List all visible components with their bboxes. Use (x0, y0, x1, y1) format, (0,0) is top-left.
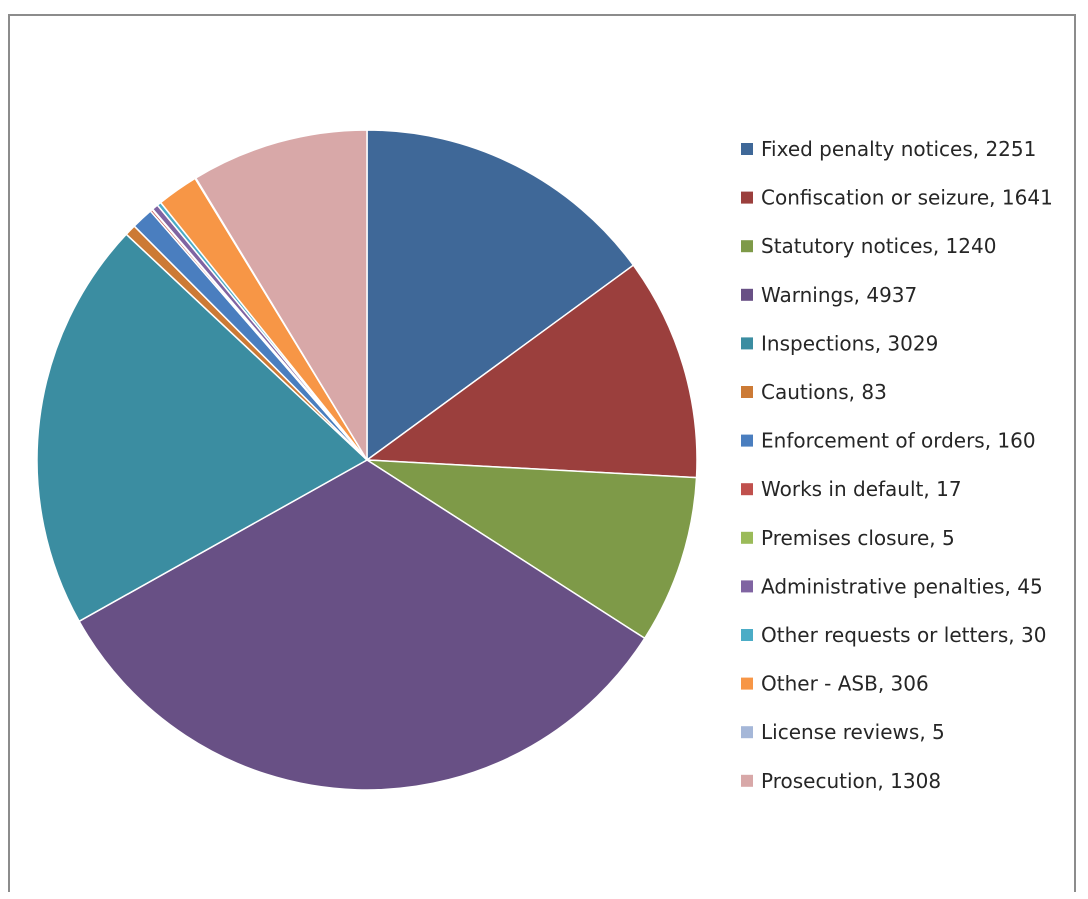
legend-label: Inspections, 3029 (761, 331, 938, 355)
legend-label: Administrative penalties, 45 (761, 574, 1043, 598)
legend-item-prosecution: Prosecution, 1308 (741, 769, 941, 793)
legend-item-enforcement-of-orders: Enforcement of orders, 160 (741, 429, 1036, 453)
legend-swatch (741, 191, 753, 204)
legend-swatch (741, 483, 753, 496)
legend-item-warnings: Warnings, 4937 (741, 283, 917, 307)
legend-item-statutory-notices: Statutory notices, 1240 (741, 234, 996, 258)
legend-swatch (741, 531, 753, 544)
pie-slice-inspections (36, 233, 368, 623)
legend-label: Other - ASB, 306 (761, 672, 929, 696)
legend-item-fixed-penalty-notices: Fixed penalty notices, 2251 (741, 137, 1036, 161)
pie-slice-confiscation-or-seizure (366, 264, 698, 479)
legend-item-license-reviews: License reviews, 5 (741, 720, 945, 744)
legend-item-administrative-penalties: Administrative penalties, 45 (741, 574, 1043, 598)
legend-label: Premises closure, 5 (761, 526, 955, 550)
legend-swatch (741, 629, 753, 641)
legend-item-confiscation-or-seizure: Confiscation or seizure, 1641 (741, 186, 1053, 210)
legend-swatch (741, 386, 753, 398)
legend-label: Fixed penalty notices, 2251 (761, 137, 1036, 161)
legend-item-cautions: Cautions, 83 (741, 380, 887, 404)
legend-label: Other requests or letters, 30 (761, 623, 1046, 647)
legend-swatch (741, 434, 753, 447)
pie-slice-statutory-notices (366, 459, 698, 640)
legend-label: Warnings, 4937 (761, 283, 917, 307)
pie-slice-fixed-penalty-notices (366, 129, 635, 461)
legend-item-premises-closure: Premises closure, 5 (741, 526, 955, 550)
legend-item-inspections: Inspections, 3029 (741, 331, 938, 355)
pie-slices (36, 129, 698, 791)
legend-swatch (741, 774, 753, 787)
legend-label: Cautions, 83 (761, 380, 887, 404)
legend-label: Enforcement of orders, 160 (761, 429, 1036, 453)
pie-slice-prosecution (194, 129, 368, 461)
legend-swatch (741, 726, 753, 739)
legend-label: Works in default, 17 (761, 477, 962, 501)
legend-swatch (741, 337, 753, 350)
legend-item-other-requests-or-letters: Other requests or letters, 30 (741, 623, 1046, 647)
legend: Fixed penalty notices, 2251 Confiscation … (741, 137, 1053, 793)
legend-swatch (741, 240, 753, 253)
legend-swatch (741, 677, 753, 690)
legend-label: Prosecution, 1308 (761, 769, 941, 793)
legend-swatch (741, 143, 753, 155)
legend-label: Confiscation or seizure, 1641 (761, 186, 1053, 210)
legend-item-other-asb: Other - ASB, 306 (741, 672, 929, 696)
legend-swatch (741, 288, 753, 301)
legend-label: Statutory notices, 1240 (761, 234, 996, 258)
legend-swatch (741, 580, 753, 593)
legend-item-works-in-default: Works in default, 17 (741, 477, 962, 501)
legend-label: License reviews, 5 (761, 720, 945, 744)
